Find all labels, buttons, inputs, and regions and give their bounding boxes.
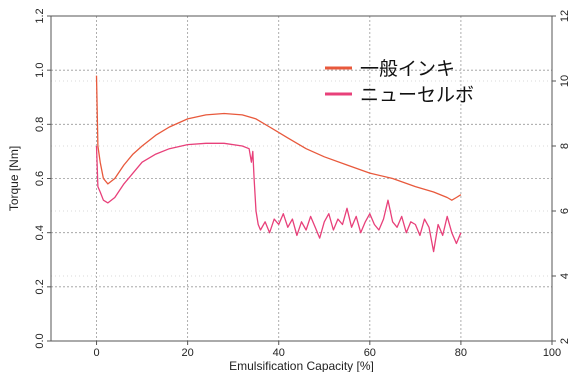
grid — [51, 15, 553, 342]
legend-label-2: ニューセルボ — [360, 84, 474, 106]
y-tick-label: 0.0 — [34, 333, 46, 348]
y2-tick-label: 6 — [559, 208, 571, 214]
x-tick-label: 0 — [93, 347, 99, 359]
y-axis-title: Torque [Nm] — [7, 146, 21, 211]
y-tick-label: 0.6 — [34, 171, 46, 186]
series-line-2 — [95, 142, 462, 253]
series-line-1 — [95, 75, 462, 201]
y-tick-label: 0.8 — [34, 117, 46, 132]
y-tick-label: 0.2 — [34, 279, 46, 294]
legend-label-1: 一般インキ — [360, 58, 455, 80]
x-axis-title: Emulsification Capacity [%] — [229, 359, 374, 372]
y2-tick-label: 8 — [559, 143, 571, 149]
series-lines — [95, 75, 462, 253]
y2-tick-label: 10 — [559, 75, 571, 87]
y2-tick-label: 2 — [559, 338, 571, 344]
y-tick-label: 1.2 — [34, 8, 46, 23]
x-tick-label: 80 — [455, 347, 467, 359]
ticks: 0 20 40 60 80 100 0.0 0.2 0.4 0.6 0.8 1.0 1.2 2 4 6 8 10 1… — [34, 8, 571, 359]
y2-tick-label: 4 — [559, 273, 571, 279]
x-tick-label: 40 — [273, 347, 285, 359]
y-tick-label: 1.0 — [34, 63, 46, 78]
x-tick-label: 100 — [543, 347, 561, 359]
x-tick-label: 60 — [364, 347, 376, 359]
x-tick-label: 20 — [182, 347, 194, 359]
y2-tick-label: 12 — [559, 10, 571, 22]
y-tick-label: 0.4 — [34, 225, 46, 240]
